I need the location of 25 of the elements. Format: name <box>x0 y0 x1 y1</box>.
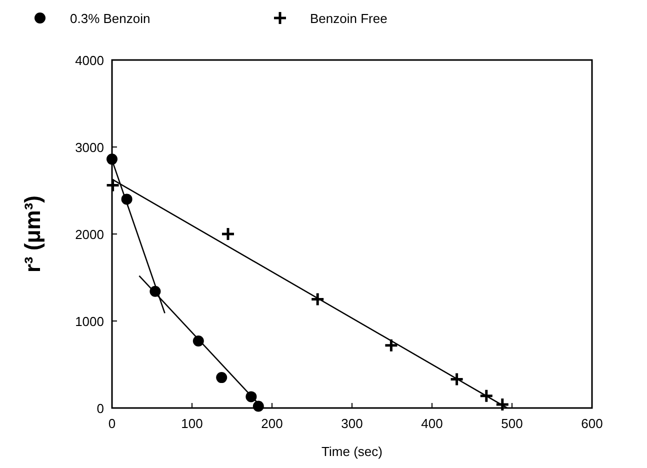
point <box>310 292 325 306</box>
y-axis-title: r³ (μm³) <box>20 196 45 272</box>
x-tick-label: 500 <box>501 416 523 431</box>
y-tick-label: 1000 <box>75 314 104 329</box>
x-tick-label: 100 <box>181 416 203 431</box>
point <box>106 154 118 165</box>
y-tick-label: 0 <box>96 401 104 416</box>
legend-label: Benzoin Free <box>310 11 388 26</box>
point <box>220 226 236 242</box>
y-tick-label: 2000 <box>75 227 104 242</box>
point <box>106 178 120 193</box>
point <box>216 372 228 384</box>
x-tick-label: 600 <box>581 416 603 431</box>
point <box>479 388 494 404</box>
y-tick-label: 3000 <box>75 140 104 155</box>
y-tick-label: 4000 <box>75 53 104 68</box>
x-tick-label: 0 <box>108 416 116 431</box>
x-axis-title: Time (sec) <box>322 444 382 459</box>
point <box>450 372 464 387</box>
x-tick-label: 200 <box>261 416 283 431</box>
x-tick-label: 400 <box>421 416 443 431</box>
x-tick-label: 300 <box>341 416 363 431</box>
legend-label: 0.3% Benzoin <box>70 11 150 26</box>
point <box>384 338 398 353</box>
point <box>495 397 510 412</box>
